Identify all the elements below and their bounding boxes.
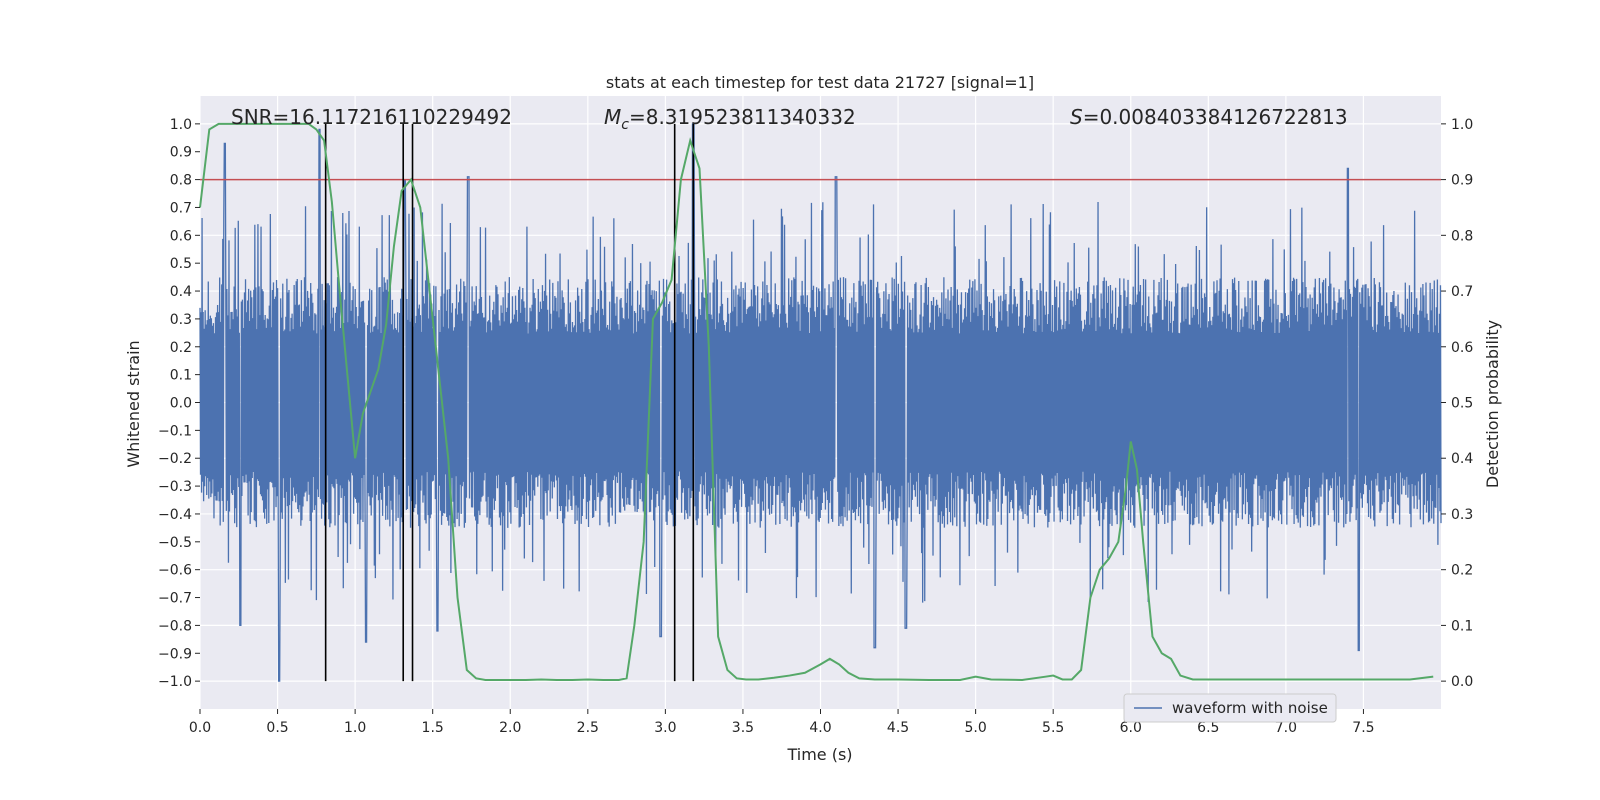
y-left-tick-label: 0.2 <box>170 340 192 356</box>
x-tick-label: 0.5 <box>266 720 288 736</box>
x-tick-labels: 0.0 0.5 1.0 1.5 2.0 2.5 3.0 3.5 4.0 4.5 5.0 5.5 6.0 6… <box>189 709 1375 736</box>
snr-annotation: SNR=16.117216110229492 <box>231 105 512 129</box>
chart-title: stats at each timestep for test data 217… <box>606 73 1034 92</box>
y-left-tick-label: 0.9 <box>170 145 192 161</box>
s-value: =0.008403384126722813 <box>1083 105 1348 129</box>
s-annotation: S=0.008403384126722813 <box>1070 105 1348 129</box>
y-right-tick-label: 0.3 <box>1451 507 1473 523</box>
y-right-tick-label: 0.4 <box>1451 451 1473 467</box>
legend-box <box>1123 693 1337 723</box>
x-tick-label: 5.5 <box>1042 720 1064 736</box>
y-left-tick-label: −0.7 <box>158 591 192 607</box>
y-left-tick-label: −0.4 <box>158 507 192 523</box>
x-tick-label: 2.0 <box>499 720 521 736</box>
y-left-tick-label: −0.1 <box>158 423 192 439</box>
y-left-tick-label: 0.1 <box>170 368 192 384</box>
x-tick-label: 6.0 <box>1120 720 1142 736</box>
waveform-series <box>199 123 1442 682</box>
y-right-tick-label: 0.2 <box>1451 563 1473 579</box>
x-tick-label: 3.5 <box>732 720 754 736</box>
x-tick-label: 1.5 <box>422 720 444 736</box>
mc-subscript: c <box>621 117 629 133</box>
y-left-tick-label: 0.8 <box>170 173 192 189</box>
y-right-axis-label: Detection probability <box>1483 320 1502 488</box>
y-right-tick-label: 0.1 <box>1451 618 1473 634</box>
y-left-tick-label: −0.2 <box>158 451 192 467</box>
x-tick-label: 5.0 <box>964 720 986 736</box>
probability-series <box>199 122 1434 682</box>
x-tick-label: 7.0 <box>1275 720 1297 736</box>
mc-symbol: M <box>604 105 621 129</box>
y-right-tick-label: 0.0 <box>1451 674 1473 690</box>
y-left-tick-labels: 1.0 0.9 0.8 0.7 0.6 0.5 0.4 0.3 0.2 0.1 0.0 −0.1 −0.… <box>158 117 200 690</box>
y-right-tick-label: 0.7 <box>1451 284 1473 300</box>
x-tick-label: 7.5 <box>1352 720 1374 736</box>
y-left-tick-label: 0.5 <box>170 256 192 272</box>
x-tick-label: 4.0 <box>809 720 831 736</box>
y-right-tick-label: 1.0 <box>1451 117 1473 133</box>
y-left-tick-label: 0.4 <box>170 284 192 300</box>
y-left-tick-label: −0.6 <box>158 563 192 579</box>
legend-label: waveform with noise <box>1172 699 1328 717</box>
waveform-line <box>199 123 1442 682</box>
x-axis-label: Time (s) <box>786 745 852 764</box>
y-right-tick-label: 0.6 <box>1451 340 1473 356</box>
x-tick-label: 0.0 <box>189 720 211 736</box>
y-left-tick-label: −0.5 <box>158 535 192 551</box>
y-right-tick-labels: 1.0 0.9 0.8 0.7 0.6 0.5 0.4 0.3 0.2 0.1 0.0 <box>1441 117 1473 690</box>
y-left-tick-label: −0.3 <box>158 479 192 495</box>
x-tick-label: 1.0 <box>344 720 366 736</box>
y-left-axis-label: Whitened strain <box>124 340 143 467</box>
vertical-lines <box>324 123 695 682</box>
x-tick-label: 3.0 <box>654 720 676 736</box>
probability-line <box>199 122 1434 682</box>
y-right-tick-label: 0.9 <box>1451 173 1473 189</box>
y-left-tick-label: −0.8 <box>158 618 192 634</box>
y-left-tick-label: 0.0 <box>170 396 192 412</box>
legend: waveform with noise <box>1123 693 1337 723</box>
x-tick-label: 6.5 <box>1197 720 1219 736</box>
mc-value: =8.319523811340332 <box>629 105 856 129</box>
y-left-tick-label: 0.3 <box>170 312 192 328</box>
s-symbol: S <box>1070 105 1083 129</box>
y-left-tick-label: 1.0 <box>170 117 192 133</box>
y-left-tick-label: −0.9 <box>158 646 192 662</box>
y-left-tick-label: 0.6 <box>170 228 192 244</box>
mc-annotation: Mc=8.319523811340332 <box>604 105 856 133</box>
y-left-tick-label: −1.0 <box>158 674 192 690</box>
y-left-tick-label: 0.7 <box>170 200 192 216</box>
y-right-tick-label: 0.5 <box>1451 396 1473 412</box>
y-right-tick-label: 0.8 <box>1451 228 1473 244</box>
x-tick-label: 4.5 <box>887 720 909 736</box>
x-tick-label: 2.5 <box>577 720 599 736</box>
